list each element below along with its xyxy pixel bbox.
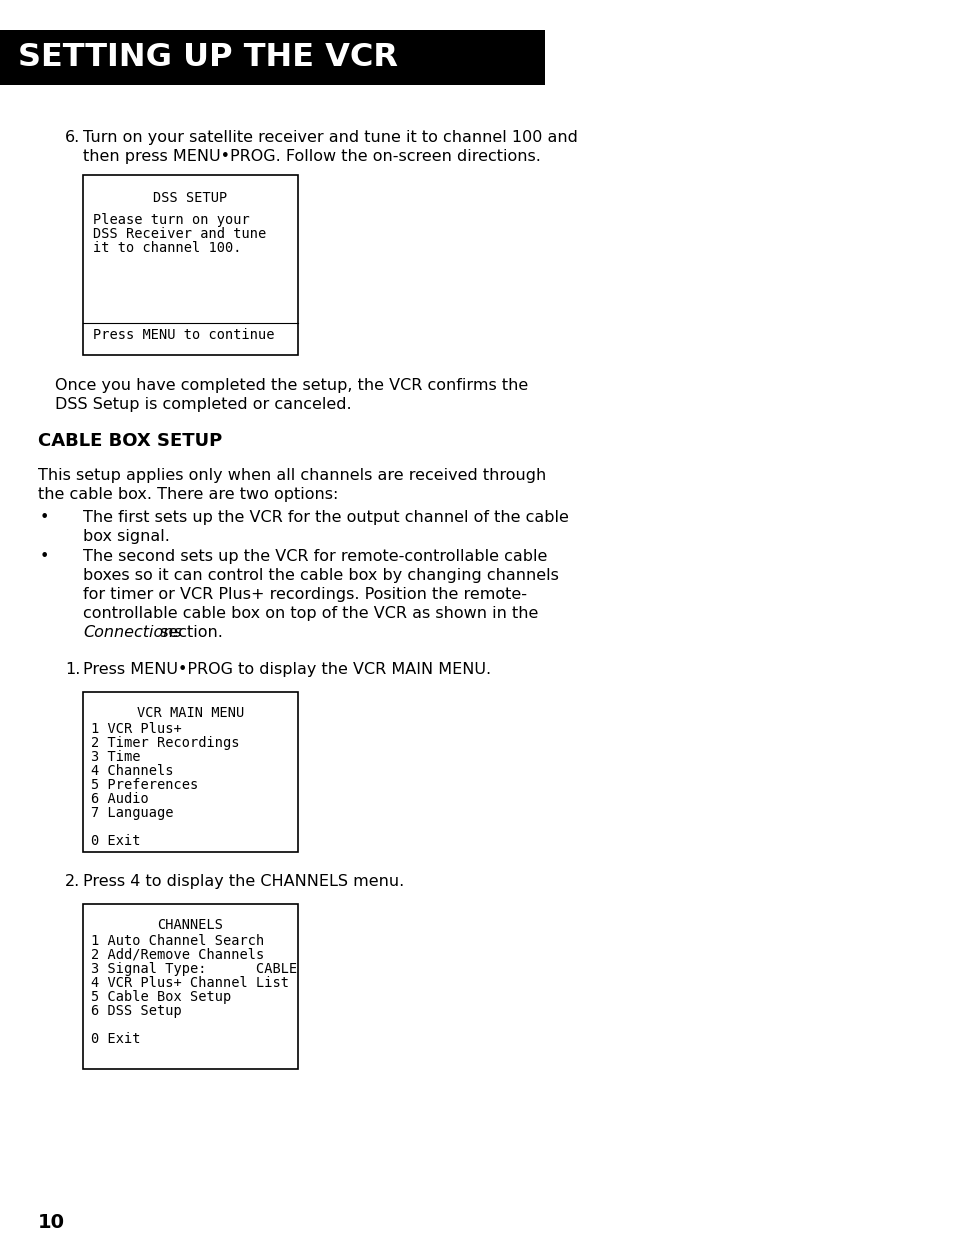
Text: 6.: 6. xyxy=(65,130,80,145)
Text: VCR MAIN MENU: VCR MAIN MENU xyxy=(136,706,244,720)
Text: 4 Channels: 4 Channels xyxy=(91,764,173,778)
Text: This setup applies only when all channels are received through: This setup applies only when all channel… xyxy=(38,468,546,483)
Text: 5 Preferences: 5 Preferences xyxy=(91,778,198,792)
Text: •: • xyxy=(40,510,50,525)
Text: the cable box. There are two options:: the cable box. There are two options: xyxy=(38,486,338,503)
Text: 3 Signal Type:      CABLE: 3 Signal Type: CABLE xyxy=(91,962,297,975)
Text: section.: section. xyxy=(154,625,223,640)
Text: Once you have completed the setup, the VCR confirms the: Once you have completed the setup, the V… xyxy=(55,379,528,393)
Bar xyxy=(0,30,544,84)
Text: 6 Audio: 6 Audio xyxy=(91,792,149,805)
Text: Press MENU•PROG to display the VCR MAIN MENU.: Press MENU•PROG to display the VCR MAIN … xyxy=(83,661,491,678)
Text: DSS SETUP: DSS SETUP xyxy=(153,191,228,205)
Text: SETTING UP THE VCR: SETTING UP THE VCR xyxy=(18,42,397,73)
Text: then press MENU•PROG. Follow the on-screen directions.: then press MENU•PROG. Follow the on-scre… xyxy=(83,149,540,164)
Text: Press 4 to display the CHANNELS menu.: Press 4 to display the CHANNELS menu. xyxy=(83,874,404,889)
Text: Connections: Connections xyxy=(83,625,182,640)
Text: The second sets up the VCR for remote-controllable cable: The second sets up the VCR for remote-co… xyxy=(83,549,547,563)
Text: 0 Exit: 0 Exit xyxy=(91,1033,140,1046)
Text: CABLE BOX SETUP: CABLE BOX SETUP xyxy=(38,432,222,450)
Text: Please turn on your: Please turn on your xyxy=(92,213,250,227)
Text: 2 Add/Remove Channels: 2 Add/Remove Channels xyxy=(91,948,264,962)
Text: DSS Setup is completed or canceled.: DSS Setup is completed or canceled. xyxy=(55,397,352,412)
Bar xyxy=(83,903,297,1069)
Text: The first sets up the VCR for the output channel of the cable: The first sets up the VCR for the output… xyxy=(83,510,568,525)
Text: 2.: 2. xyxy=(65,874,80,889)
Text: box signal.: box signal. xyxy=(83,529,170,544)
Text: boxes so it can control the cable box by changing channels: boxes so it can control the cable box by… xyxy=(83,568,558,583)
Text: it to channel 100.: it to channel 100. xyxy=(92,241,241,254)
Text: controllable cable box on top of the VCR as shown in the: controllable cable box on top of the VCR… xyxy=(83,606,537,620)
Text: 6 DSS Setup: 6 DSS Setup xyxy=(91,1004,182,1018)
Text: 1 Auto Channel Search: 1 Auto Channel Search xyxy=(91,934,264,948)
Text: 5 Cable Box Setup: 5 Cable Box Setup xyxy=(91,990,231,1004)
Text: •: • xyxy=(40,549,50,563)
Text: Press MENU to continue: Press MENU to continue xyxy=(92,328,274,343)
Text: 4 VCR Plus+ Channel List: 4 VCR Plus+ Channel List xyxy=(91,975,289,990)
Text: DSS Receiver and tune: DSS Receiver and tune xyxy=(92,227,266,241)
Text: 1.: 1. xyxy=(65,661,80,678)
Text: 10: 10 xyxy=(38,1212,65,1232)
Text: 0 Exit: 0 Exit xyxy=(91,834,140,848)
Text: 7 Language: 7 Language xyxy=(91,805,173,820)
Text: CHANNELS: CHANNELS xyxy=(157,918,223,932)
Text: 1 VCR Plus+: 1 VCR Plus+ xyxy=(91,722,182,736)
Text: for timer or VCR Plus+ recordings. Position the remote-: for timer or VCR Plus+ recordings. Posit… xyxy=(83,587,526,602)
Text: Turn on your satellite receiver and tune it to channel 100 and: Turn on your satellite receiver and tune… xyxy=(83,130,578,145)
Bar xyxy=(83,175,297,355)
Text: 2 Timer Recordings: 2 Timer Recordings xyxy=(91,736,239,750)
Bar xyxy=(83,692,297,853)
Text: 3 Time: 3 Time xyxy=(91,750,140,764)
